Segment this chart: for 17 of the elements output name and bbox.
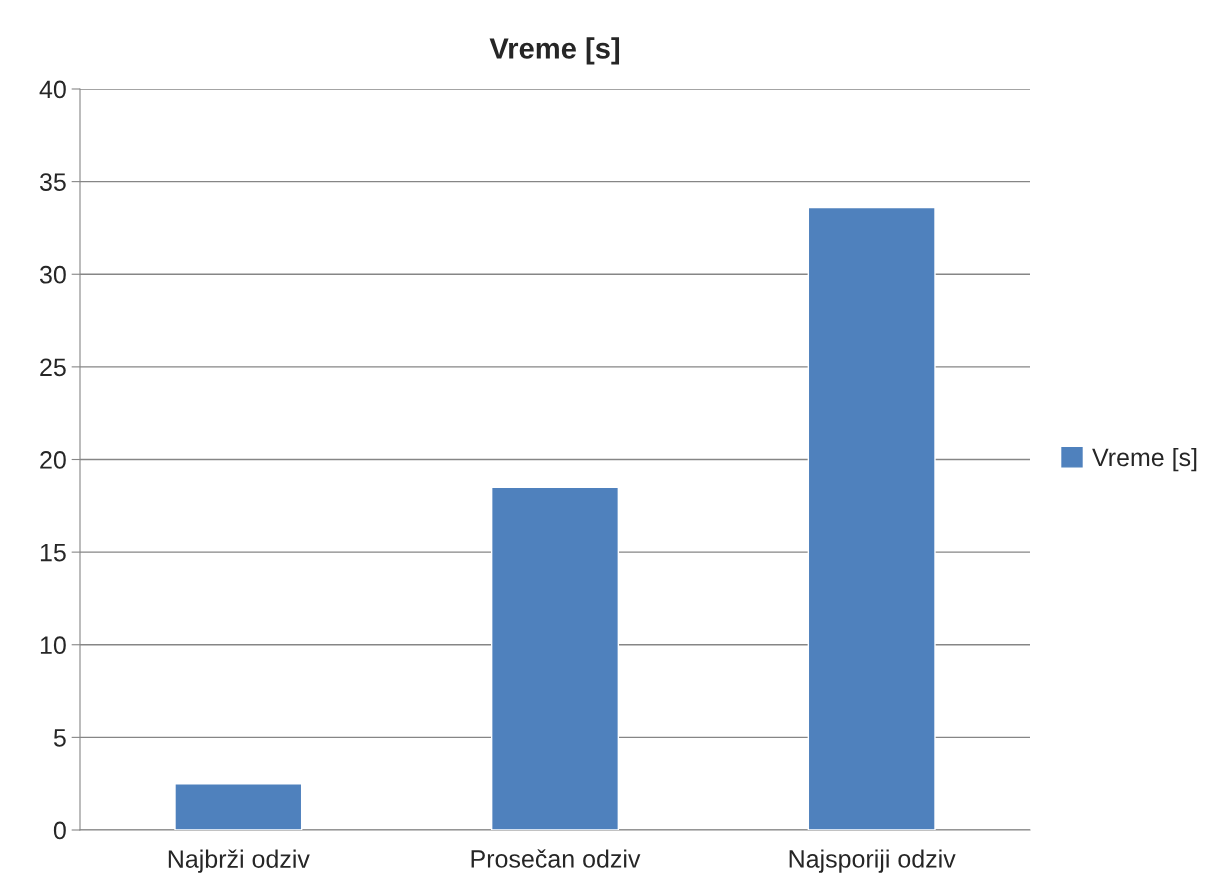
bar xyxy=(490,486,620,830)
y-tick-label: 25 xyxy=(40,358,66,377)
x-tick-label: Najbrži odziv xyxy=(168,849,310,873)
y-tick-label: 30 xyxy=(39,265,66,284)
y-tick-label: 0 xyxy=(53,821,66,840)
x-tick-label: Najsporiji odziv xyxy=(789,849,956,873)
y-tick-label: 10 xyxy=(40,636,66,655)
y-tick-label: 20 xyxy=(40,451,66,469)
chart-title: Vreme [s] xyxy=(489,37,620,65)
y-tick-label: 5 xyxy=(53,729,66,747)
y-tick-label: 15 xyxy=(40,543,66,562)
x-tick-label: Prosečan odziv xyxy=(471,849,641,868)
y-tick-label: 40 xyxy=(39,80,66,99)
y-tick-label: 35 xyxy=(39,173,66,191)
bar xyxy=(807,206,936,830)
legend-label: Vreme [s] xyxy=(1092,447,1197,472)
bar xyxy=(174,782,303,830)
